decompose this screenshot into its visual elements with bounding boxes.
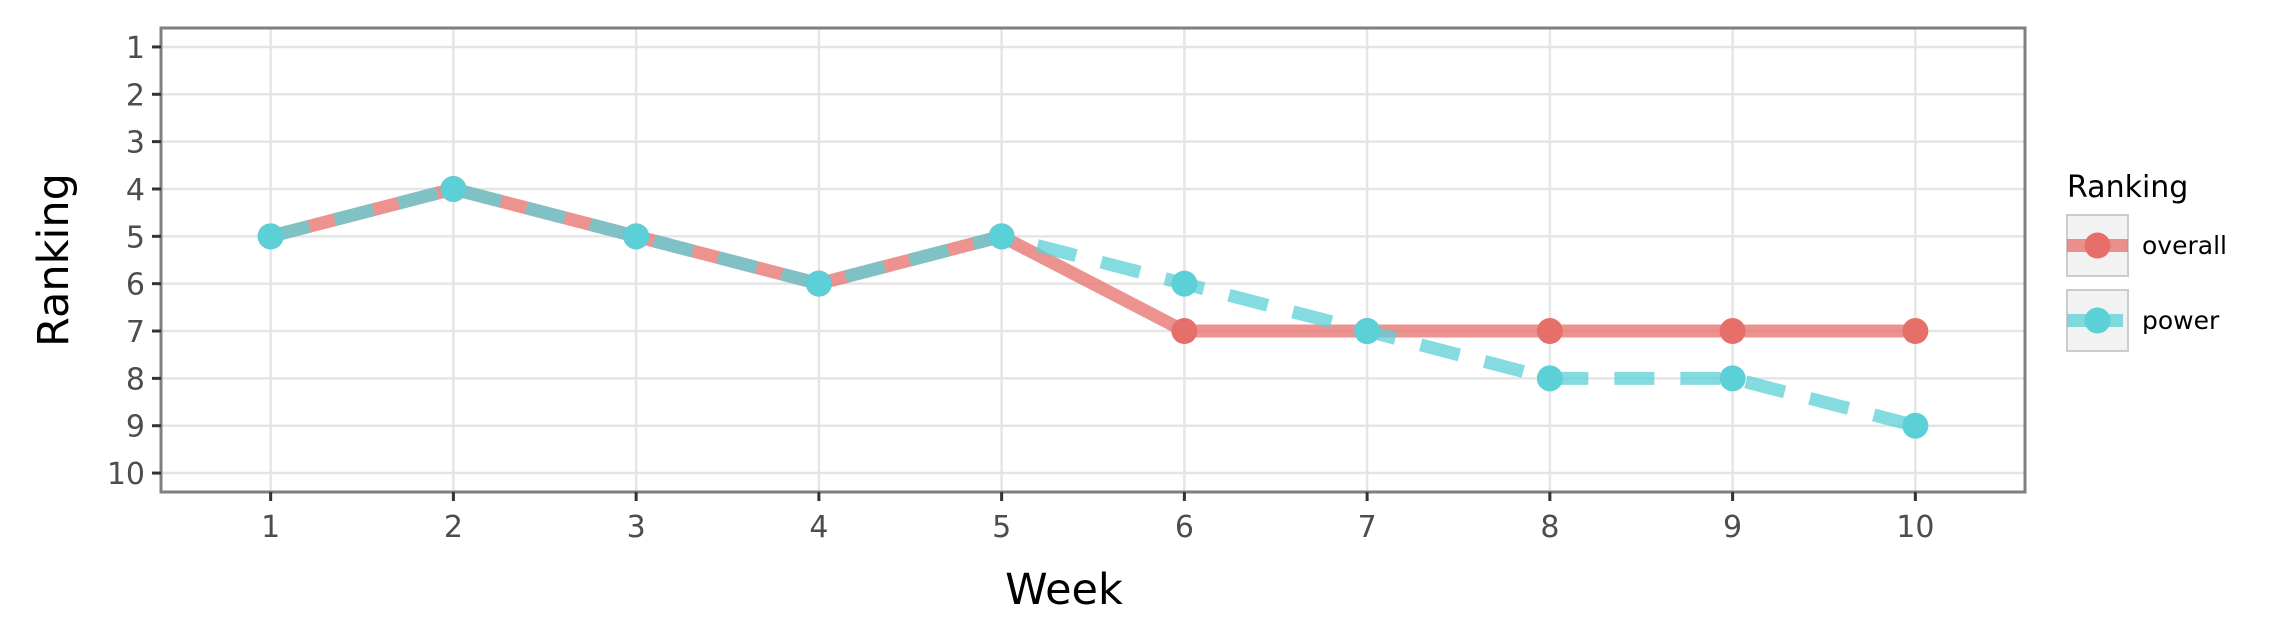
data-point-power [1536,365,1563,392]
x-tick-label: 2 [444,510,463,545]
x-tick-label: 1 [261,510,280,545]
y-tick-label: 7 [126,315,145,350]
legend-label: overall [2142,231,2227,260]
y-tick-label: 1 [126,31,145,66]
data-point-power [1902,412,1929,439]
x-tick-label: 6 [1175,510,1194,545]
x-tick-label: 5 [992,510,1011,545]
data-point-power [1354,318,1381,345]
x-tick-label: 3 [627,510,646,545]
x-tick-label: 7 [1358,510,1377,545]
y-tick-label: 4 [126,173,145,208]
data-point-power [257,223,284,250]
data-point-overall [1536,318,1563,345]
plot-border [159,26,2027,494]
y-axis-title: Ranking [29,173,79,347]
legend-item-power: power [2066,289,2220,352]
y-tick-label: 9 [126,410,145,445]
legend-key-marker [2084,307,2111,334]
legend-title: Ranking [2067,170,2188,205]
y-tick-label: 8 [126,362,145,397]
legend-items: overall power [2066,214,2227,352]
legend: Ranking overall power [2066,170,2227,352]
x-tick-label: 10 [1896,510,1934,545]
data-point-power [805,270,832,297]
x-tick-label: 4 [809,510,828,545]
x-axis-ticks: 1 2 3 4 5 6 7 8 9 10 [261,492,1934,545]
data-point-overall [1171,318,1198,345]
x-axis-title: Week [1005,565,1123,615]
x-tick-label: 9 [1723,510,1742,545]
legend-item-overall: overall [2066,214,2227,277]
data-point-power [623,223,650,250]
legend-label: power [2142,306,2220,335]
plot-background [161,28,2025,492]
y-tick-label: 3 [126,126,145,161]
data-point-power [1171,270,1198,297]
y-axis-ticks: 1 2 3 4 5 6 7 8 9 10 [107,31,161,492]
series-lines [268,182,1918,432]
data-point-overall [1902,318,1929,345]
x-tick-label: 8 [1540,510,1559,545]
series-points [257,175,1929,439]
data-point-overall [1719,318,1746,345]
series-line-power [268,182,1918,432]
y-tick-label: 5 [126,220,145,255]
data-point-power [988,223,1015,250]
legend-key-marker [2084,232,2111,259]
data-point-power [440,175,467,202]
y-tick-label: 2 [126,78,145,113]
y-tick-label: 10 [107,457,145,492]
y-tick-label: 6 [126,268,145,303]
data-point-power [1719,365,1746,392]
